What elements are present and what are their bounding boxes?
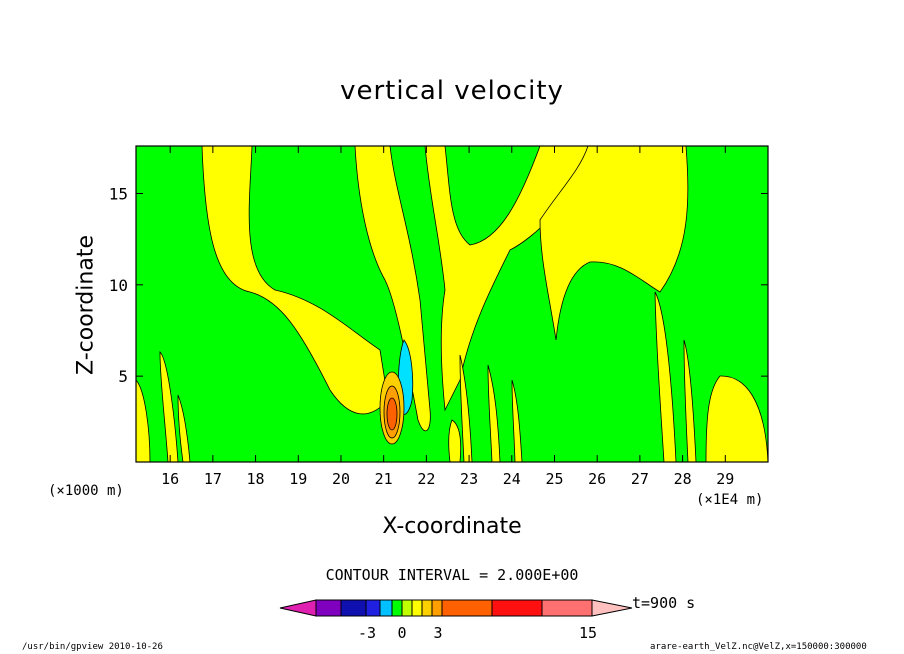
colorbar-cell bbox=[591, 599, 633, 617]
colorbar-cell bbox=[315, 599, 342, 617]
y-tick-label: 15 bbox=[109, 184, 128, 203]
colorbar-cell bbox=[340, 599, 367, 617]
x-tick-label: 21 bbox=[375, 470, 393, 488]
colorbar-cell bbox=[411, 599, 423, 617]
x-tick-label: 28 bbox=[674, 470, 692, 488]
x-tick-label: 18 bbox=[247, 470, 265, 488]
time-label: t=900 s bbox=[632, 594, 696, 612]
colorbar-label: 0 bbox=[397, 624, 406, 642]
plot-frame bbox=[135, 145, 769, 463]
chart-title: vertical velocity bbox=[340, 76, 564, 106]
updraft-core bbox=[386, 397, 398, 431]
colorbar-cell bbox=[379, 599, 393, 617]
yellow-upper-left bbox=[201, 146, 389, 415]
colorbar-cell bbox=[391, 599, 403, 617]
x-tick-label: 22 bbox=[417, 470, 435, 488]
y-tick-label: 10 bbox=[109, 276, 128, 295]
contour-interval-label: CONTOUR INTERVAL = 2.000E+00 bbox=[325, 566, 579, 584]
colorbar-cell bbox=[491, 599, 543, 617]
x-tick-label: 24 bbox=[503, 470, 521, 488]
x-tick-label: 27 bbox=[631, 470, 649, 488]
colorbar-cell bbox=[401, 599, 413, 617]
x-tick-label: 20 bbox=[332, 470, 350, 488]
colorbar-cell bbox=[279, 599, 317, 617]
colorbar bbox=[279, 599, 633, 617]
colorbar-label: 3 bbox=[433, 624, 442, 642]
x-unit-left: (×1000 m) bbox=[48, 483, 124, 499]
x-tick-label: 25 bbox=[545, 470, 563, 488]
x-tick-label: 16 bbox=[161, 470, 179, 488]
footer-left: /usr/bin/gpview 2010-10-26 bbox=[22, 642, 163, 652]
y-axis-label: Z-coordinate bbox=[73, 235, 99, 375]
x-tick-label: 23 bbox=[460, 470, 478, 488]
x-axis-label: X-coordinate bbox=[382, 514, 522, 539]
yellow-blob-center bbox=[448, 419, 462, 462]
colorbar-label: -3 bbox=[358, 624, 376, 642]
yellow-lower-right bbox=[705, 375, 768, 462]
x-tick-label: 26 bbox=[588, 470, 606, 488]
colorbar-cell bbox=[421, 599, 433, 617]
yellow-streak-3 bbox=[654, 291, 677, 462]
colorbar-label: 15 bbox=[579, 624, 597, 642]
x-tick-label: 29 bbox=[716, 470, 734, 488]
yellow-streak-4 bbox=[683, 339, 697, 462]
x-tick-label: 17 bbox=[204, 470, 222, 488]
yellow-streak-1 bbox=[159, 351, 179, 462]
yellow-streak-5 bbox=[459, 354, 473, 462]
colorbar-cell bbox=[441, 599, 493, 617]
footer-right: arare-earth_VelZ.nc@VelZ,x=150000:300000 bbox=[650, 642, 867, 652]
x-unit-right: (×1E4 m) bbox=[696, 492, 764, 508]
yellow-streak-2 bbox=[177, 394, 191, 462]
yellow-streak-6 bbox=[487, 364, 501, 462]
x-axis-ticks: 16 17 18 19 20 21 22 23 24 25 26 27 28 29 bbox=[161, 146, 734, 488]
y-axis-ticks: 5 10 15 bbox=[109, 184, 768, 386]
yellow-streak-7 bbox=[511, 379, 523, 462]
yellow-middle-band bbox=[354, 146, 431, 432]
x-tick-label: 19 bbox=[289, 470, 307, 488]
colorbar-cell bbox=[541, 599, 593, 617]
colorbar-cell bbox=[365, 599, 381, 617]
y-tick-label: 5 bbox=[118, 367, 128, 386]
colorbar-cell bbox=[431, 599, 443, 617]
yellow-right-band bbox=[539, 146, 689, 341]
colorbar-ticks: -3 0 3 15 bbox=[358, 624, 597, 642]
